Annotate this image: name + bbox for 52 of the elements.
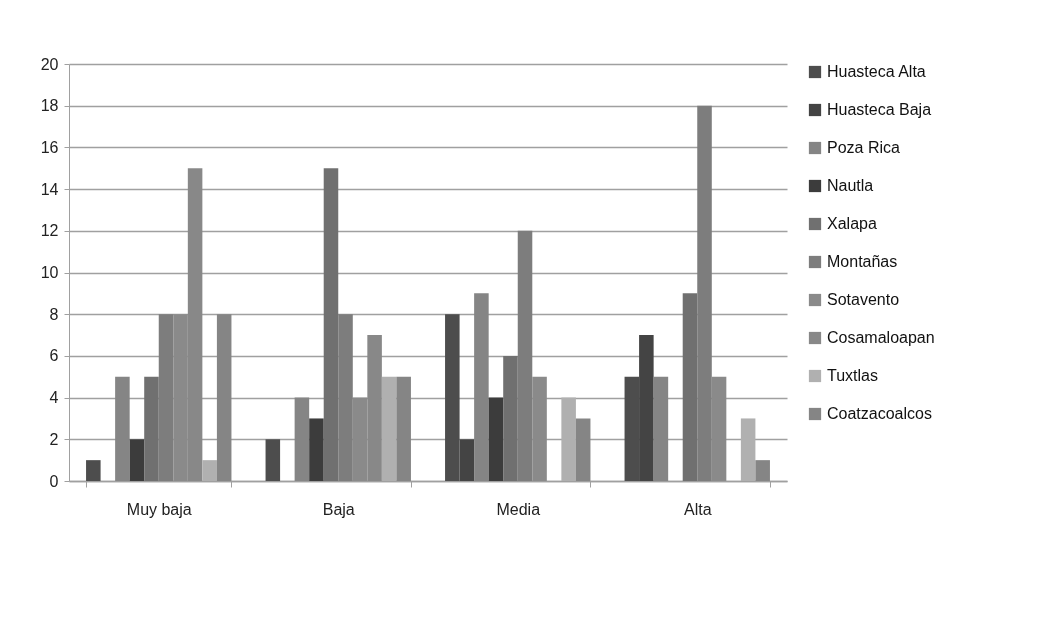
bar [309,418,324,481]
bar [682,293,698,481]
bar [488,397,504,481]
bar [202,460,217,481]
bar [755,460,770,481]
legend-label: Poza Rica [827,139,901,156]
legend-label: Coatzacoalcos [827,405,932,422]
bar [697,105,712,481]
x-tick-label: Baja [322,500,355,518]
bar [711,376,727,481]
x-tick-label: Muy baja [126,500,192,518]
bar [381,376,397,481]
legend-label: Sotavento [827,291,900,308]
y-tick-label: 20 [40,55,59,73]
bar [216,314,232,481]
bar [144,376,159,481]
x-tick-label: Alta [683,500,712,518]
bar [653,376,669,481]
bar [396,376,411,481]
legend-label: Nautla [827,177,874,194]
bar [129,439,145,481]
bar [561,397,576,481]
bar [474,293,489,481]
bar [338,314,353,481]
bar [532,376,547,481]
y-tick-label: 2 [49,430,59,448]
y-tick-label: 8 [49,305,59,323]
y-tick-label: 12 [40,222,59,240]
bar [265,439,281,481]
legend-label: Xalapa [827,215,877,232]
y-tick-label: 4 [49,389,59,407]
bar [323,168,339,481]
y-tick-label: 14 [40,180,59,198]
bar [517,230,533,481]
legend-label: Huasteca Alta [827,63,926,80]
bar [503,355,518,481]
y-tick-label: 0 [49,472,59,490]
x-tick-label: Media [496,500,541,518]
y-tick-label: 10 [40,264,59,281]
legend-label: Huasteca Baja [827,101,932,118]
bar [158,314,174,481]
bar [115,376,130,481]
y-tick-label: 18 [40,97,59,115]
y-tick-label: 16 [40,138,59,156]
legend-label: Cosamaloapan [827,329,935,346]
bar [86,460,101,481]
bar [294,397,310,481]
legend-label: Tuxtlas [827,367,878,384]
bar [575,418,591,481]
legend-label: Montañas [827,253,898,270]
y-tick-label: 6 [49,347,59,365]
bar [740,418,756,481]
